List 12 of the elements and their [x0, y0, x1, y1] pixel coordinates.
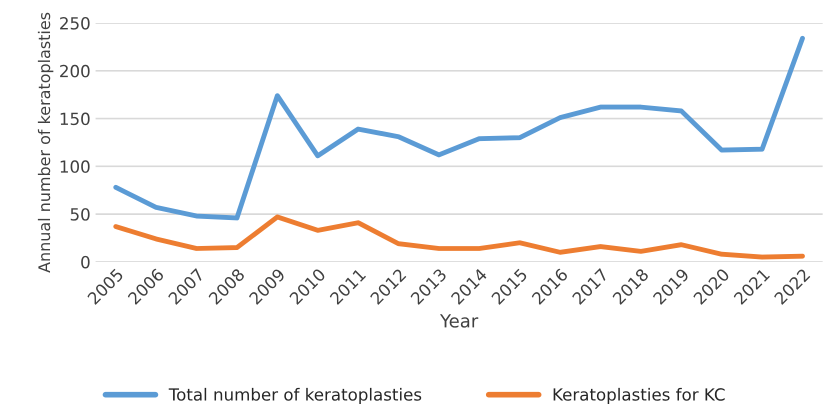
- legend-label: Keratoplasties for KC: [554, 388, 725, 404]
- line-series: [113, 214, 805, 260]
- line-series: [113, 36, 805, 220]
- y-axis-title: Annual number of keratoplasties: [38, 12, 54, 273]
- y-tick-label: 250: [60, 17, 90, 30]
- x-axis-title: Year: [440, 314, 478, 328]
- legend-label: Total number of keratoplasties: [168, 388, 422, 404]
- y-tick-label: 50: [70, 208, 90, 221]
- y-tick-label: 0: [81, 256, 90, 268]
- y-tick-label: 100: [60, 160, 90, 173]
- y-tick-label: 150: [60, 112, 90, 126]
- y-tick-label: 200: [60, 64, 90, 78]
